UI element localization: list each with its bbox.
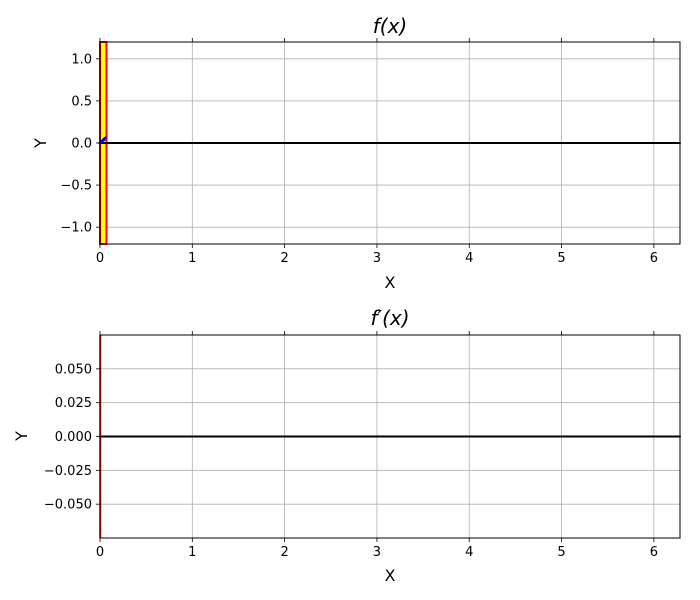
series-lines — [98, 136, 681, 145]
y-axis-label: Y — [12, 431, 31, 442]
y-tick-label: 1.0 — [71, 52, 92, 67]
y-tick-label: −0.025 — [44, 464, 92, 479]
y-tick-label: 0.025 — [55, 396, 92, 411]
x-ticks: 0 1 2 3 4 5 6 — [96, 38, 658, 266]
x-tick-label: 2 — [280, 251, 288, 266]
x-tick-label: 4 — [465, 545, 473, 560]
x-tick-label: 2 — [280, 545, 288, 560]
x-ticks: 0 1 2 3 4 5 6 — [96, 331, 658, 560]
series-line-1 — [98, 136, 108, 145]
y-tick-label: −0.050 — [44, 498, 92, 513]
y-tick-label: 0.0 — [71, 137, 92, 152]
plot-title: f(x) — [373, 14, 407, 38]
x-tick-label: 5 — [557, 545, 565, 560]
y-tick-label: −0.5 — [60, 179, 92, 194]
x-tick-label: 1 — [188, 545, 196, 560]
x-tick-label: 6 — [650, 251, 658, 266]
y-tick-label: −1.0 — [60, 221, 92, 236]
x-axis-label: X — [385, 273, 396, 292]
x-tick-label: 4 — [465, 251, 473, 266]
x-tick-label: 3 — [373, 251, 381, 266]
y-tick-label: 0.5 — [71, 94, 92, 109]
y-tick-label: 0.050 — [55, 362, 92, 377]
plot-f-prime-of-x: f′(x) 0 1 2 3 4 5 6 −0.050 −0.025 0.000 0.025 0.05… — [12, 306, 681, 585]
y-axis-label: Y — [31, 138, 50, 149]
x-axis-label: X — [385, 566, 396, 585]
y-tick-label: 0.000 — [55, 430, 92, 445]
plot-title: f′(x) — [370, 306, 409, 330]
plot-f-of-x: f(x) 0 1 2 3 4 5 6 −1.0 −0.5 0.0 0.5 1.0 X Y — [31, 14, 681, 292]
x-tick-label: 6 — [650, 545, 658, 560]
y-ticks: −0.050 −0.025 0.000 0.025 0.050 — [44, 362, 100, 513]
x-tick-label: 3 — [373, 545, 381, 560]
x-tick-label: 1 — [188, 251, 196, 266]
x-tick-label: 0 — [96, 251, 104, 266]
x-tick-label: 5 — [557, 251, 565, 266]
y-ticks: −1.0 −0.5 0.0 0.5 1.0 — [60, 52, 100, 236]
x-tick-label: 0 — [96, 545, 104, 560]
